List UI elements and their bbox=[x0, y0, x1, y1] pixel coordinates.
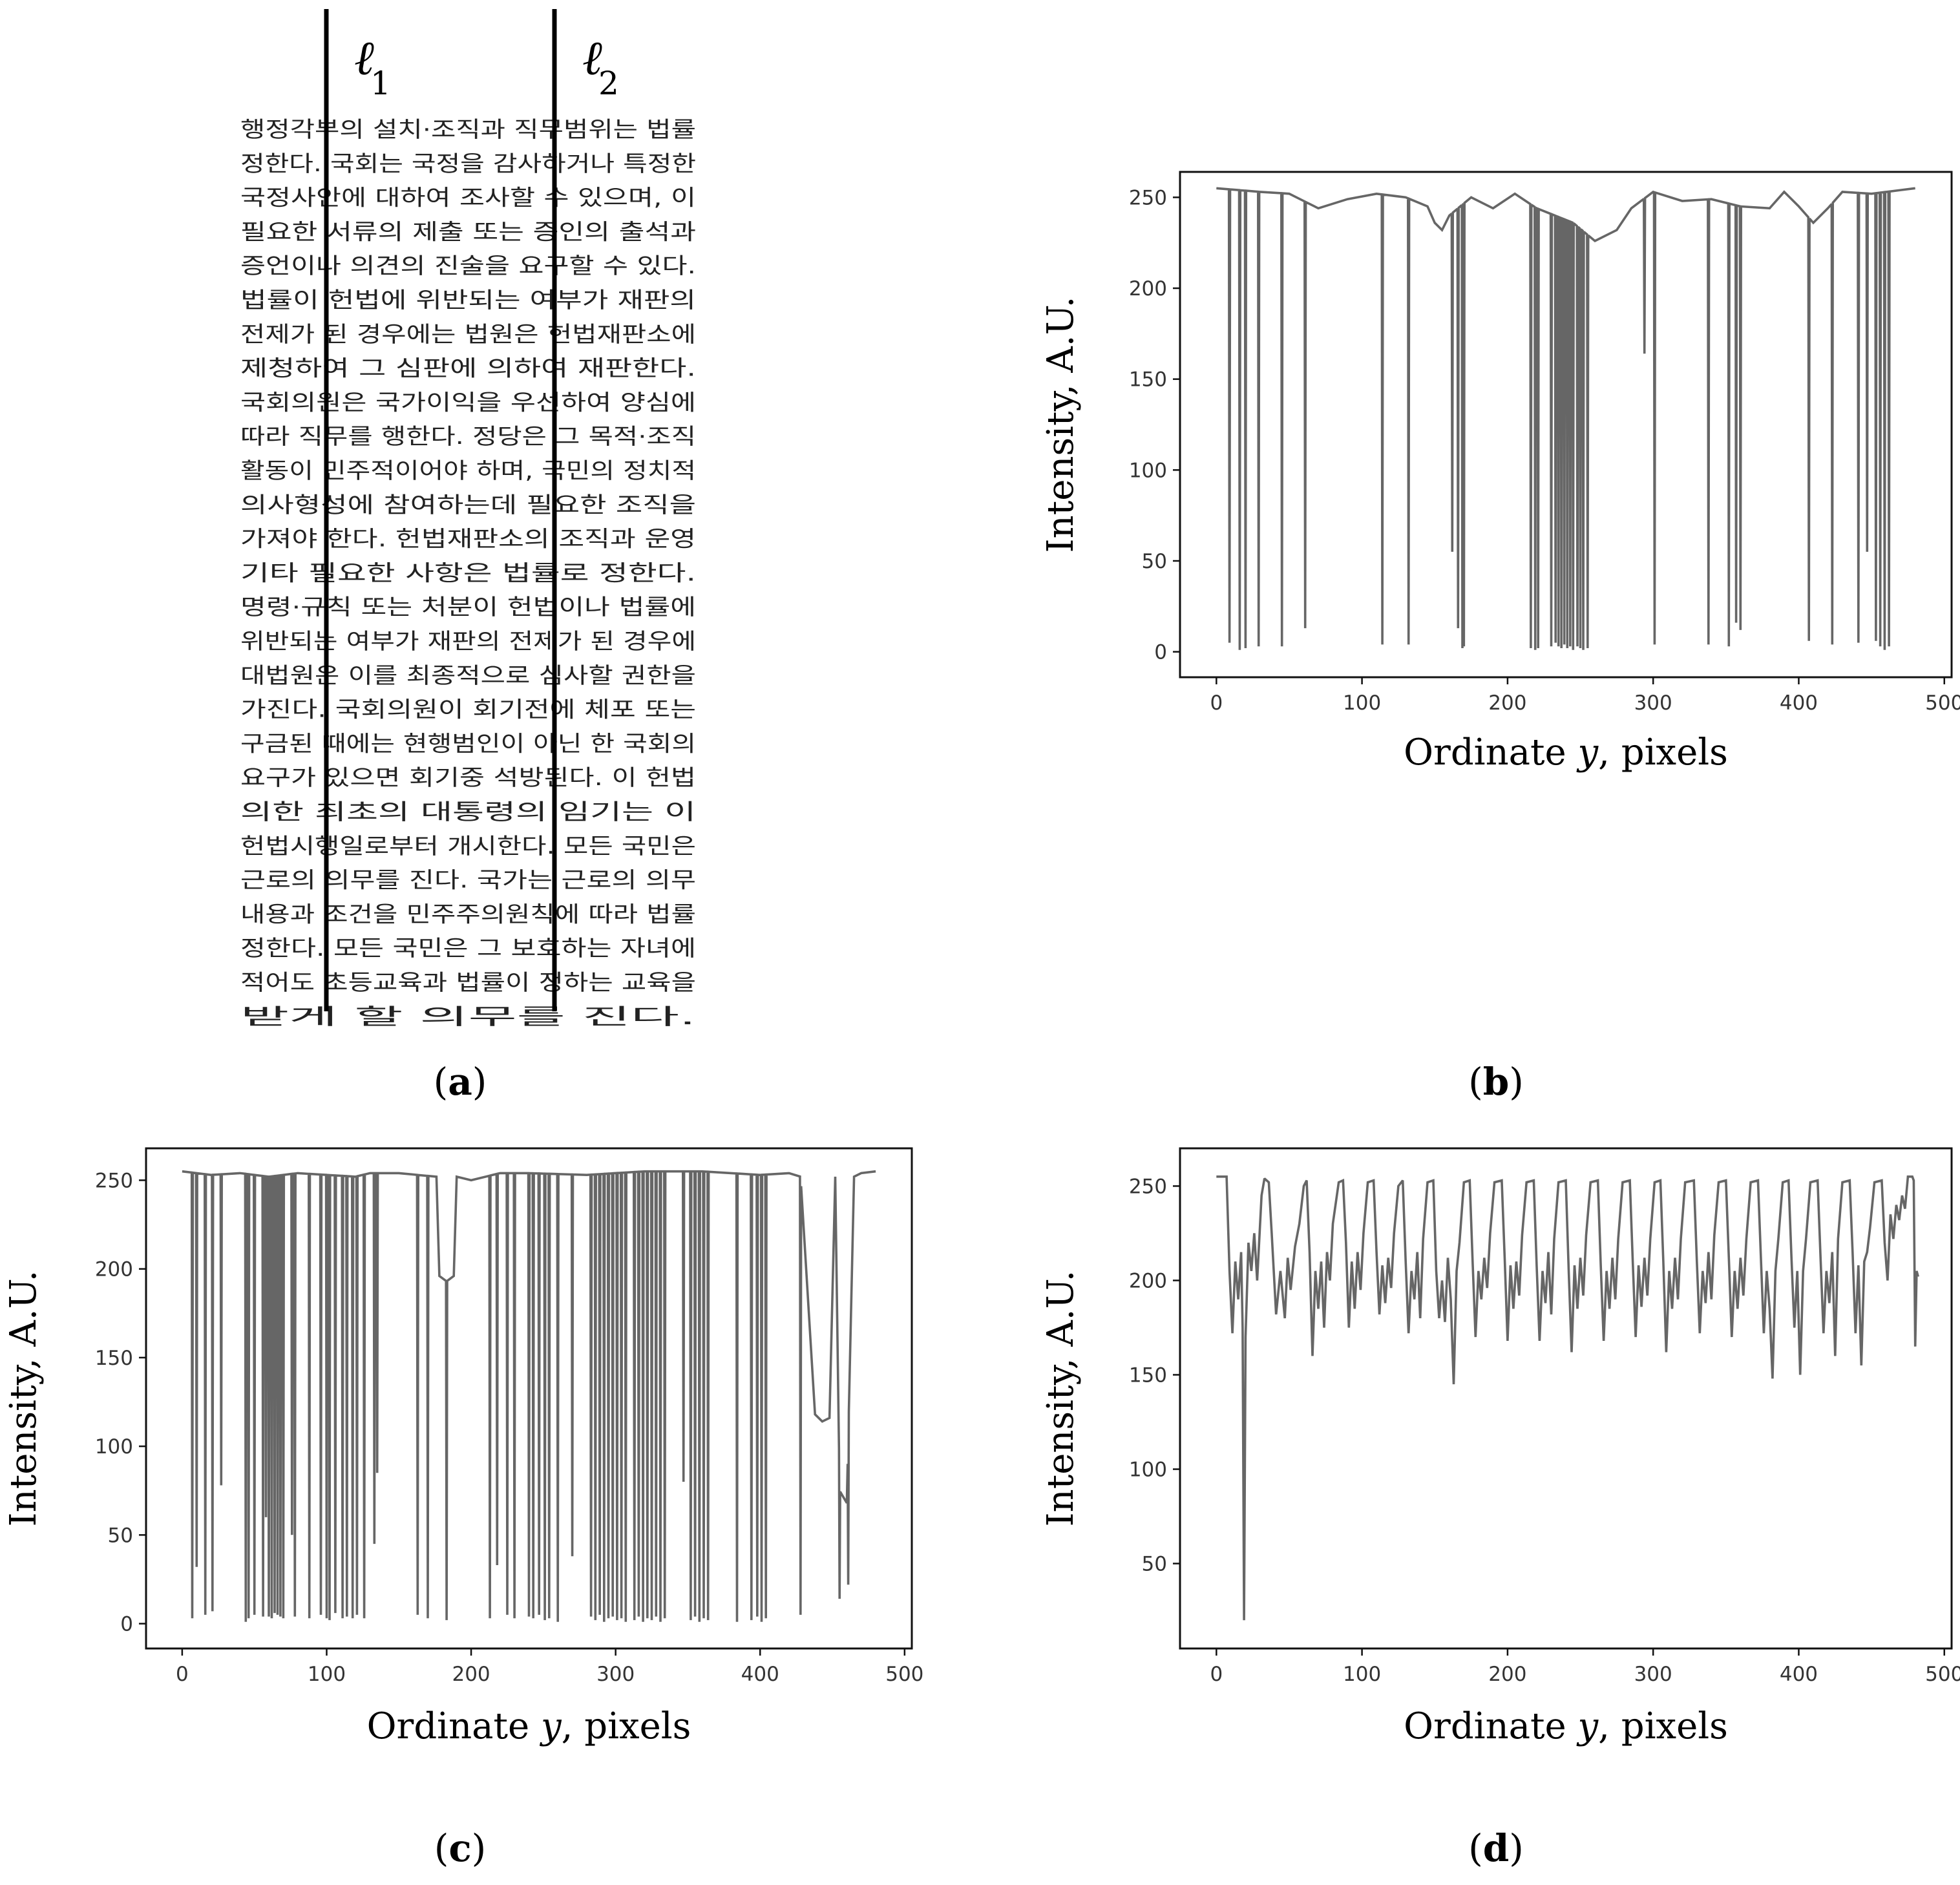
text-line: 헌법시행일로부터 개시한다. 모든 국민은 bbox=[240, 834, 696, 859]
y-tick-label: 100 bbox=[1129, 459, 1167, 482]
plot-frame bbox=[145, 1147, 913, 1650]
text-line: 정한다. 국회는 국정을 감사하거나 특정한 bbox=[240, 151, 696, 177]
text-line: 활동이 민주적이어야 하며, 국민의 정치적 bbox=[240, 458, 696, 484]
text-line: 증언이나 의견의 진술을 요구할 수 있다. bbox=[240, 253, 696, 279]
x-tick-label: 400 bbox=[741, 1663, 779, 1686]
y-tick-label: 50 bbox=[108, 1524, 133, 1547]
y-tick-label: 100 bbox=[95, 1435, 133, 1459]
text-line: 기타 필요한 사항은 법률로 정한다. bbox=[240, 560, 696, 586]
x-tick-label: 100 bbox=[308, 1663, 346, 1686]
y-tick-label: 150 bbox=[1129, 368, 1167, 392]
panel-label-c: (c) bbox=[434, 1826, 487, 1870]
x-tick-label: 100 bbox=[1343, 1663, 1381, 1686]
y-tick-label: 0 bbox=[120, 1613, 133, 1636]
intensity-series-line bbox=[1216, 1175, 1919, 1621]
text-line: 제청하여 그 심판에 의하여 재판한다. bbox=[240, 356, 696, 382]
text-line: 국정사안에 대하여 조사할 수 있으며, 이 bbox=[240, 185, 696, 211]
y-tick-label: 250 bbox=[1129, 1175, 1167, 1198]
cursor-line-l1: ℓ 1 bbox=[324, 9, 391, 1011]
text-line: 위반되는 여부가 재판의 전제가 된 경우에 bbox=[240, 629, 696, 655]
cursor-l1-subscript: 1 bbox=[370, 65, 391, 102]
plot-frame bbox=[1179, 1147, 1953, 1650]
y-tick-label: 200 bbox=[95, 1258, 133, 1281]
x-tick-label: 400 bbox=[1780, 1663, 1818, 1686]
text-line: 근로의 의무를 진다. 국가는 근로의 의무 bbox=[240, 868, 696, 894]
x-tick-label: 300 bbox=[596, 1663, 635, 1686]
panel-label-a: (a) bbox=[434, 1060, 487, 1104]
text-line: 의한 최초의 대통령의 임기는 이 bbox=[240, 799, 696, 825]
x-tick-label: 100 bbox=[1343, 691, 1381, 715]
y-tick-label: 250 bbox=[95, 1169, 133, 1192]
panel-b-intensity-chart: 0 100 200 300 400 500 0 50 100 150 200 250 Ordinate … bbox=[1040, 171, 1960, 774]
panel-d-intensity-chart: 0 100 200 300 400 500 50 100 150 200 250 Ordinate y… bbox=[1040, 1147, 1960, 1747]
y-tick-label: 200 bbox=[1129, 277, 1167, 300]
y-tick-label: 150 bbox=[1129, 1364, 1167, 1387]
y-tick-label: 0 bbox=[1154, 641, 1167, 664]
x-tick-label: 500 bbox=[1925, 691, 1960, 715]
x-tick-label: 0 bbox=[176, 1663, 189, 1686]
x-axis-title: Ordinate y, pixels bbox=[367, 1705, 691, 1747]
text-line: 법률이 헌법에 위반되는 여부가 재판의 bbox=[240, 288, 696, 313]
text-line: 행정각부의 설치·조직과 직무범위는 법률 bbox=[240, 117, 696, 143]
y-tick-label: 50 bbox=[1142, 1553, 1167, 1576]
x-tick-label: 200 bbox=[1488, 691, 1526, 715]
text-line: 적어도 초등교육과 법률이 정하는 교육을 bbox=[240, 970, 696, 996]
y-axis-title: Intensity, A.U. bbox=[3, 1270, 45, 1527]
text-line: 전제가 된 경우에는 법원은 헌법재판소에 bbox=[240, 322, 696, 348]
text-line: 대법원은 이를 최종적으로 심사할 권한을 bbox=[240, 663, 696, 689]
y-tick-label: 200 bbox=[1129, 1269, 1167, 1292]
cursor-l1-symbol: ℓ bbox=[354, 30, 374, 86]
x-tick-label: 500 bbox=[1925, 1663, 1960, 1686]
text-line: 내용과 조건을 민주주의원칙에 따라 법률 bbox=[240, 901, 696, 927]
x-tick-label: 300 bbox=[1634, 1663, 1672, 1686]
y-tick-label: 250 bbox=[1129, 186, 1167, 209]
x-tick-label: 400 bbox=[1780, 691, 1818, 715]
x-tick-label: 200 bbox=[1488, 1663, 1526, 1686]
x-axis-title: Ordinate y, pixels bbox=[1404, 732, 1728, 774]
text-line: 의사형성에 참여하는데 필요한 조직을 bbox=[240, 492, 696, 518]
x-tick-label: 0 bbox=[1210, 691, 1223, 715]
y-tick-label: 100 bbox=[1129, 1459, 1167, 1482]
plot-frame bbox=[1179, 171, 1953, 679]
intensity-series-line bbox=[1216, 187, 1915, 650]
text-line: 따라 직무를 행한다. 정당은 그 목적·조직 bbox=[240, 424, 696, 450]
intensity-series-line bbox=[182, 1170, 876, 1622]
text-line: 명령·규칙 또는 처분이 헌법이나 법률에 bbox=[240, 595, 696, 620]
y-tick-label: 50 bbox=[1142, 550, 1167, 573]
text-line: 구금된 때에는 현행범인이 아닌 한 국회의 bbox=[240, 731, 696, 757]
text-line: 요구가 있으면 회기중 석방된다. 이 헌법 bbox=[240, 765, 696, 791]
y-tick-label: 150 bbox=[95, 1347, 133, 1370]
panel-label-b: (b) bbox=[1468, 1060, 1524, 1104]
x-tick-label: 0 bbox=[1210, 1663, 1223, 1686]
text-line: 받게 할 의무를 진다. bbox=[240, 1004, 696, 1030]
x-tick-label: 500 bbox=[885, 1663, 923, 1686]
cursor-line-l2: ℓ 2 bbox=[552, 9, 619, 1011]
text-line: 필요한 서류의 제출 또는 증인의 출석과 bbox=[240, 219, 696, 245]
text-line: 가진다. 국회의원이 회기전에 체포 또는 bbox=[240, 697, 696, 723]
panel-c-intensity-chart: 0 100 200 300 400 500 0 50 100 150 200 250 Ordinate … bbox=[3, 1147, 923, 1747]
text-line: 정한다. 모든 국민은 그 보호하는 자녀에 bbox=[240, 936, 696, 962]
x-axis-title: Ordinate y, pixels bbox=[1404, 1705, 1728, 1747]
text-line: 가져야 한다. 헌법재판소의 조직과 운영 bbox=[240, 527, 696, 553]
x-tick-label: 200 bbox=[452, 1663, 490, 1686]
text-line: 국회의원은 국가이익을 우선하여 양심에 bbox=[240, 390, 696, 416]
cursor-l2-symbol: ℓ bbox=[582, 30, 602, 86]
y-axis-title: Intensity, A.U. bbox=[1040, 1270, 1082, 1527]
x-tick-label: 300 bbox=[1634, 691, 1672, 715]
y-axis-title: Intensity, A.U. bbox=[1040, 297, 1082, 553]
panel-label-d: (d) bbox=[1468, 1826, 1524, 1870]
cursor-l2-subscript: 2 bbox=[598, 65, 619, 102]
